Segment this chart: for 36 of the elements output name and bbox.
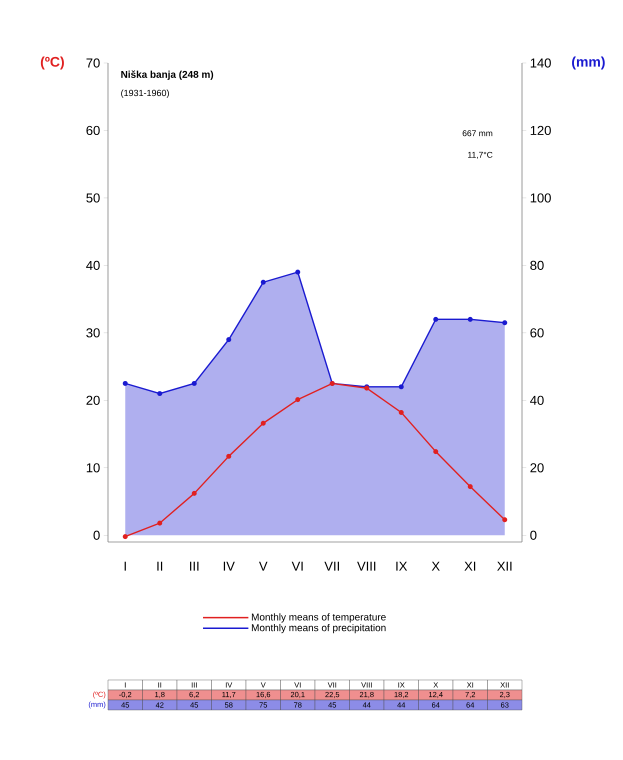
x-tick-label: III xyxy=(190,562,198,571)
x-tick-label: I xyxy=(124,562,126,571)
y2-axis-title: (mm) xyxy=(572,56,605,70)
y2-tick-label: 120 xyxy=(530,126,551,136)
y2-tick-label: 60 xyxy=(530,328,544,338)
y2-tick-label: 140 xyxy=(530,58,551,68)
y2-tick-label: 100 xyxy=(530,193,551,202)
legend-label: Monthly means of precipitation xyxy=(252,624,386,634)
y-tick-label: 30 xyxy=(86,328,100,338)
x-tick-label: VIII xyxy=(357,562,376,571)
y2-tick-label: 20 xyxy=(530,463,544,472)
y2-tick-label: 0 xyxy=(530,530,536,540)
annotation: 11,7°C xyxy=(468,152,492,159)
y2-tick-label: 40 xyxy=(530,396,544,405)
y-tick-label: 50 xyxy=(86,193,100,203)
x-tick-label: II xyxy=(157,562,162,571)
y-tick-label: 40 xyxy=(86,260,100,270)
y-tick-label: 0 xyxy=(94,530,100,540)
legend-label: Monthly means of temperature xyxy=(252,613,386,623)
x-tick-label: XI xyxy=(464,562,476,571)
y-tick-label: 70 xyxy=(86,58,100,68)
x-tick-label: IX xyxy=(396,562,408,571)
annotation: 667 mm xyxy=(462,130,492,136)
y2-tick-label: 80 xyxy=(530,260,544,270)
x-tick-label: XII xyxy=(497,562,512,571)
y-tick-label: 60 xyxy=(86,126,100,136)
y-axis-title: (ºC) xyxy=(40,56,64,70)
y-tick-label: 10 xyxy=(86,463,100,472)
x-tick-label: X xyxy=(432,562,440,571)
text: Niška banja (248 m) xyxy=(121,70,214,80)
x-tick-label: IV xyxy=(224,562,235,571)
x-tick-label: VII xyxy=(324,562,339,571)
text: (1931-1960) xyxy=(121,90,169,98)
x-tick-label: V xyxy=(258,562,268,571)
y-tick-label: 20 xyxy=(86,396,100,405)
x-tick-label: VI xyxy=(292,562,303,571)
